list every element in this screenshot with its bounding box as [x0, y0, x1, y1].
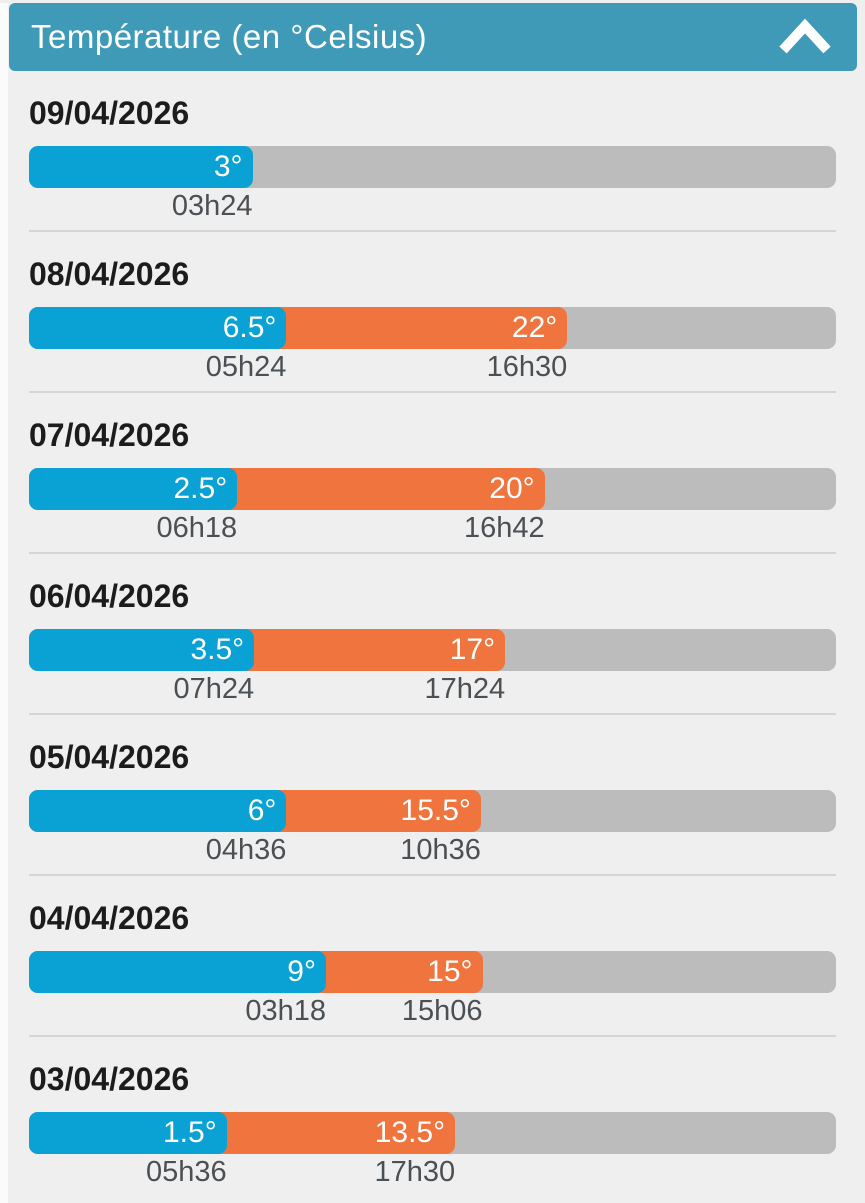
max-temp-time: 17h30 [374, 1156, 456, 1188]
min-temp-time: 06h18 [156, 512, 238, 544]
max-temp-label: 13.5° [374, 1116, 446, 1149]
min-temp-segment: 3° [29, 146, 253, 188]
max-temp-time: 10h36 [400, 834, 481, 866]
day-date: 09/04/2026 [29, 95, 190, 131]
min-temp-segment: 1.5° [29, 1112, 227, 1154]
temperature-bar-track: 15° 9° [29, 951, 836, 993]
temperature-days-list: 09/04/2026 3° 03h24 08/04/2026 22° 6.5° … [0, 71, 865, 1196]
temperature-panel-header[interactable]: Température (en °Celsius) [9, 3, 857, 71]
min-temp-label: 2.5° [173, 472, 228, 505]
min-temp-time: 04h36 [205, 834, 287, 866]
panel-title: Température (en °Celsius) [31, 18, 428, 55]
temperature-bar-track: 22° 6.5° [29, 307, 836, 349]
time-labels-row: 04h36 10h36 [29, 835, 836, 865]
day-date: 08/04/2026 [29, 256, 190, 292]
max-temp-time: 16h42 [464, 512, 545, 544]
day-section: 06/04/2026 17° 3.5° 07h24 17h24 [29, 554, 836, 715]
day-section: 04/04/2026 15° 9° 03h18 15h06 [29, 876, 836, 1037]
time-labels-row: 05h36 17h30 [29, 1157, 836, 1187]
min-temp-segment: 6° [29, 790, 287, 832]
min-temp-label: 3° [213, 150, 243, 183]
day-date: 04/04/2026 [29, 900, 190, 936]
max-temp-label: 15° [427, 955, 473, 988]
max-temp-time: 16h30 [486, 351, 568, 383]
min-temp-time: 05h36 [146, 1156, 227, 1188]
temperature-bar-track: 13.5° 1.5° [29, 1112, 836, 1154]
min-temp-time: 07h24 [173, 673, 255, 705]
temperature-bar-track: 15.5° 6° [29, 790, 836, 832]
day-date: 05/04/2026 [29, 739, 190, 775]
min-temp-segment: 9° [29, 951, 326, 993]
day-date: 03/04/2026 [29, 1061, 190, 1097]
temperature-bar-track: 3° [29, 146, 836, 188]
time-labels-row: 05h24 16h30 [29, 352, 836, 382]
time-labels-row: 07h24 17h24 [29, 674, 836, 704]
min-temp-label: 6.5° [222, 311, 277, 344]
min-temp-label: 9° [287, 955, 316, 988]
min-temp-label: 3.5° [190, 633, 245, 666]
temperature-bar-track: 20° 2.5° [29, 468, 836, 510]
min-temp-time: 03h24 [171, 190, 253, 222]
time-labels-row: 03h18 15h06 [29, 996, 836, 1026]
day-date: 06/04/2026 [29, 578, 190, 614]
chevron-up-icon[interactable] [777, 18, 833, 56]
page-left-edge [0, 3, 8, 1203]
day-section: 09/04/2026 3° 03h24 [29, 71, 836, 232]
time-labels-row: 03h24 [29, 191, 836, 221]
temperature-bar-track: 17° 3.5° [29, 629, 836, 671]
max-temp-label: 17° [449, 633, 496, 666]
day-section: 08/04/2026 22° 6.5° 05h24 16h30 [29, 232, 836, 393]
min-temp-time: 05h24 [205, 351, 287, 383]
min-temp-segment: 6.5° [29, 307, 287, 349]
max-temp-label: 15.5° [400, 794, 471, 827]
day-section: 05/04/2026 15.5° 6° 04h36 10h36 [29, 715, 836, 876]
min-temp-label: 1.5° [163, 1116, 217, 1149]
min-temp-segment: 3.5° [29, 629, 255, 671]
day-date: 07/04/2026 [29, 417, 190, 453]
min-temp-label: 6° [247, 794, 277, 827]
day-section: 03/04/2026 13.5° 1.5° 05h36 17h30 [29, 1037, 836, 1196]
max-temp-label: 20° [489, 472, 535, 505]
max-temp-time: 15h06 [401, 995, 483, 1027]
day-section: 07/04/2026 20° 2.5° 06h18 16h42 [29, 393, 836, 554]
max-temp-label: 22° [511, 311, 558, 344]
time-labels-row: 06h18 16h42 [29, 513, 836, 543]
min-temp-segment: 2.5° [29, 468, 238, 510]
min-temp-time: 03h18 [245, 995, 326, 1027]
max-temp-time: 17h24 [424, 673, 506, 705]
